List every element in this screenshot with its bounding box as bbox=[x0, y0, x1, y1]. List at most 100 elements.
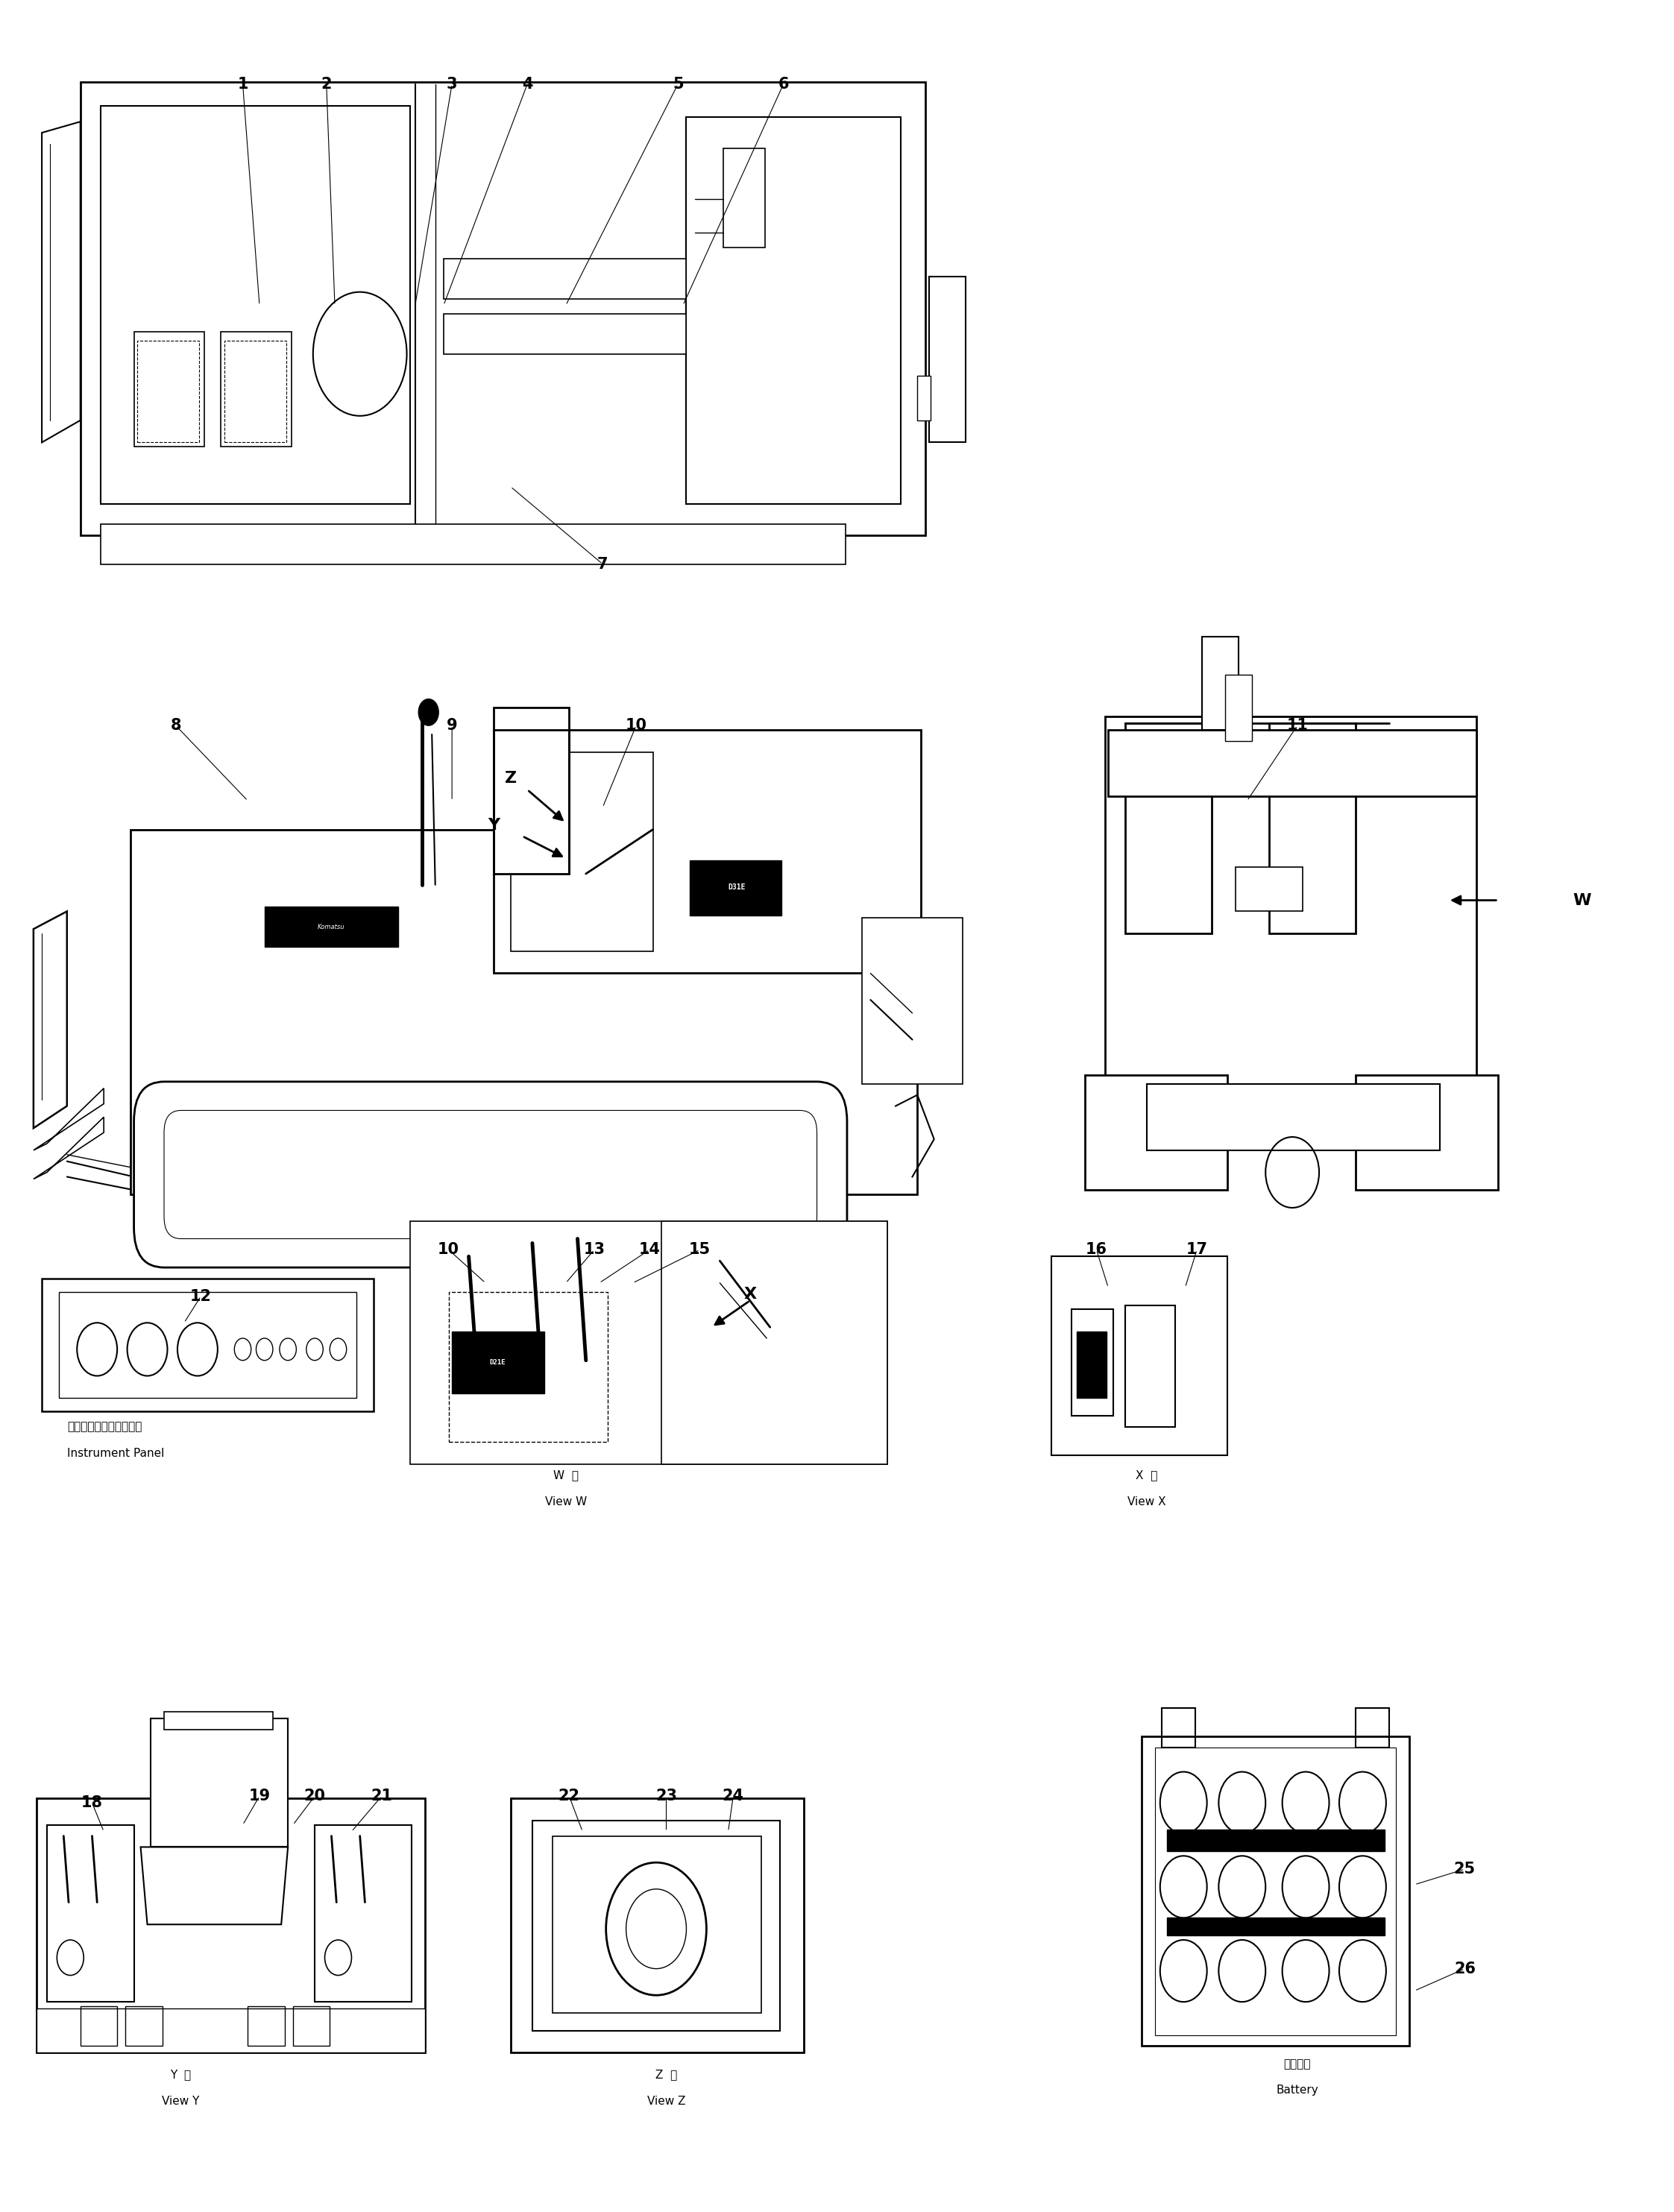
FancyBboxPatch shape bbox=[164, 1110, 817, 1239]
Text: 8: 8 bbox=[171, 719, 181, 732]
Text: View Y: View Y bbox=[162, 2095, 199, 2108]
Circle shape bbox=[256, 1338, 273, 1360]
Bar bbox=[862, 918, 963, 1084]
Text: 13: 13 bbox=[584, 1243, 604, 1256]
Circle shape bbox=[234, 1338, 251, 1360]
Circle shape bbox=[418, 699, 439, 726]
Bar bbox=[1167, 1829, 1384, 1851]
Bar bbox=[1235, 867, 1302, 911]
Text: Z: Z bbox=[504, 772, 517, 785]
Bar bbox=[1356, 1708, 1389, 1747]
Bar bbox=[1202, 637, 1239, 730]
Circle shape bbox=[306, 1338, 323, 1360]
Bar bbox=[1085, 1075, 1227, 1190]
Text: D31E: D31E bbox=[728, 883, 745, 891]
Bar bbox=[264, 907, 398, 947]
Text: X  視: X 視 bbox=[1135, 1469, 1158, 1482]
Bar bbox=[1167, 1918, 1384, 1936]
Bar bbox=[1125, 1305, 1175, 1427]
Bar bbox=[151, 1719, 288, 1847]
Bar bbox=[47, 1825, 134, 2002]
Text: 5: 5 bbox=[673, 77, 683, 91]
Circle shape bbox=[330, 1338, 347, 1360]
Bar bbox=[494, 730, 921, 973]
Bar bbox=[137, 341, 199, 442]
Text: 2: 2 bbox=[321, 77, 331, 91]
Bar bbox=[248, 2006, 285, 2046]
Bar bbox=[1142, 1736, 1410, 2046]
Text: 20: 20 bbox=[305, 1790, 325, 1803]
Text: 19: 19 bbox=[249, 1790, 270, 1803]
Bar bbox=[1162, 1708, 1195, 1747]
Bar bbox=[1105, 717, 1476, 1088]
Polygon shape bbox=[33, 1117, 104, 1179]
Bar bbox=[1147, 1084, 1440, 1150]
Text: 11: 11 bbox=[1287, 719, 1307, 732]
Bar bbox=[929, 276, 966, 442]
Text: 9: 9 bbox=[447, 719, 457, 732]
Polygon shape bbox=[33, 911, 67, 1128]
Text: 25: 25 bbox=[1455, 1863, 1475, 1876]
Text: D21E: D21E bbox=[489, 1358, 506, 1367]
Text: 16: 16 bbox=[1086, 1243, 1107, 1256]
Bar bbox=[59, 1292, 357, 1398]
Bar bbox=[126, 2006, 162, 2046]
Text: 10: 10 bbox=[439, 1243, 459, 1256]
Bar bbox=[221, 332, 291, 447]
Bar bbox=[164, 1712, 273, 1730]
Text: 21: 21 bbox=[372, 1790, 392, 1803]
Text: W  視: W 視 bbox=[552, 1469, 579, 1482]
Bar bbox=[37, 1798, 425, 2053]
Text: 26: 26 bbox=[1455, 1962, 1475, 1975]
Bar bbox=[494, 708, 569, 874]
Text: X: X bbox=[743, 1287, 757, 1301]
Polygon shape bbox=[33, 1088, 104, 1150]
Bar bbox=[1269, 723, 1356, 933]
Bar bbox=[532, 1820, 780, 2031]
Text: View X: View X bbox=[1128, 1495, 1165, 1509]
Bar bbox=[1108, 730, 1476, 796]
Bar bbox=[1225, 675, 1252, 741]
FancyBboxPatch shape bbox=[134, 1082, 847, 1267]
Bar bbox=[444, 314, 686, 354]
Bar bbox=[293, 2006, 330, 2046]
Text: Battery: Battery bbox=[1276, 2084, 1319, 2097]
Text: Y  視: Y 視 bbox=[171, 2068, 191, 2081]
Bar bbox=[100, 106, 410, 504]
Bar bbox=[552, 1836, 762, 2013]
Text: 1: 1 bbox=[238, 77, 248, 91]
Text: 15: 15 bbox=[690, 1243, 710, 1256]
Text: Y: Y bbox=[487, 818, 501, 832]
Bar bbox=[1155, 1747, 1396, 2035]
Text: 24: 24 bbox=[723, 1790, 743, 1803]
Bar bbox=[134, 332, 204, 447]
Bar bbox=[449, 1292, 608, 1442]
Text: Z  視: Z 視 bbox=[655, 2068, 678, 2081]
Circle shape bbox=[280, 1338, 296, 1360]
Bar bbox=[723, 148, 765, 248]
Bar bbox=[1051, 1256, 1227, 1455]
Bar bbox=[1125, 723, 1212, 933]
Text: 6: 6 bbox=[778, 77, 788, 91]
Text: View Z: View Z bbox=[648, 2095, 685, 2108]
Text: W: W bbox=[1574, 894, 1590, 907]
Bar bbox=[452, 1332, 544, 1394]
Bar bbox=[80, 2006, 117, 2046]
Text: 18: 18 bbox=[82, 1796, 102, 1809]
Bar bbox=[37, 2008, 425, 2053]
Text: 4: 4 bbox=[522, 77, 532, 91]
Bar bbox=[100, 524, 845, 564]
Bar bbox=[661, 1221, 887, 1464]
Text: Instrument Panel: Instrument Panel bbox=[67, 1447, 164, 1460]
Bar bbox=[444, 259, 686, 299]
Bar bbox=[1356, 1075, 1498, 1190]
Text: View W: View W bbox=[544, 1495, 588, 1509]
Bar bbox=[686, 117, 901, 504]
Bar bbox=[511, 752, 653, 951]
Text: 10: 10 bbox=[626, 719, 646, 732]
Bar bbox=[410, 1221, 887, 1464]
Text: 23: 23 bbox=[656, 1790, 676, 1803]
Bar bbox=[690, 860, 782, 916]
Text: Komatsu: Komatsu bbox=[318, 922, 345, 931]
Text: 17: 17 bbox=[1187, 1243, 1207, 1256]
